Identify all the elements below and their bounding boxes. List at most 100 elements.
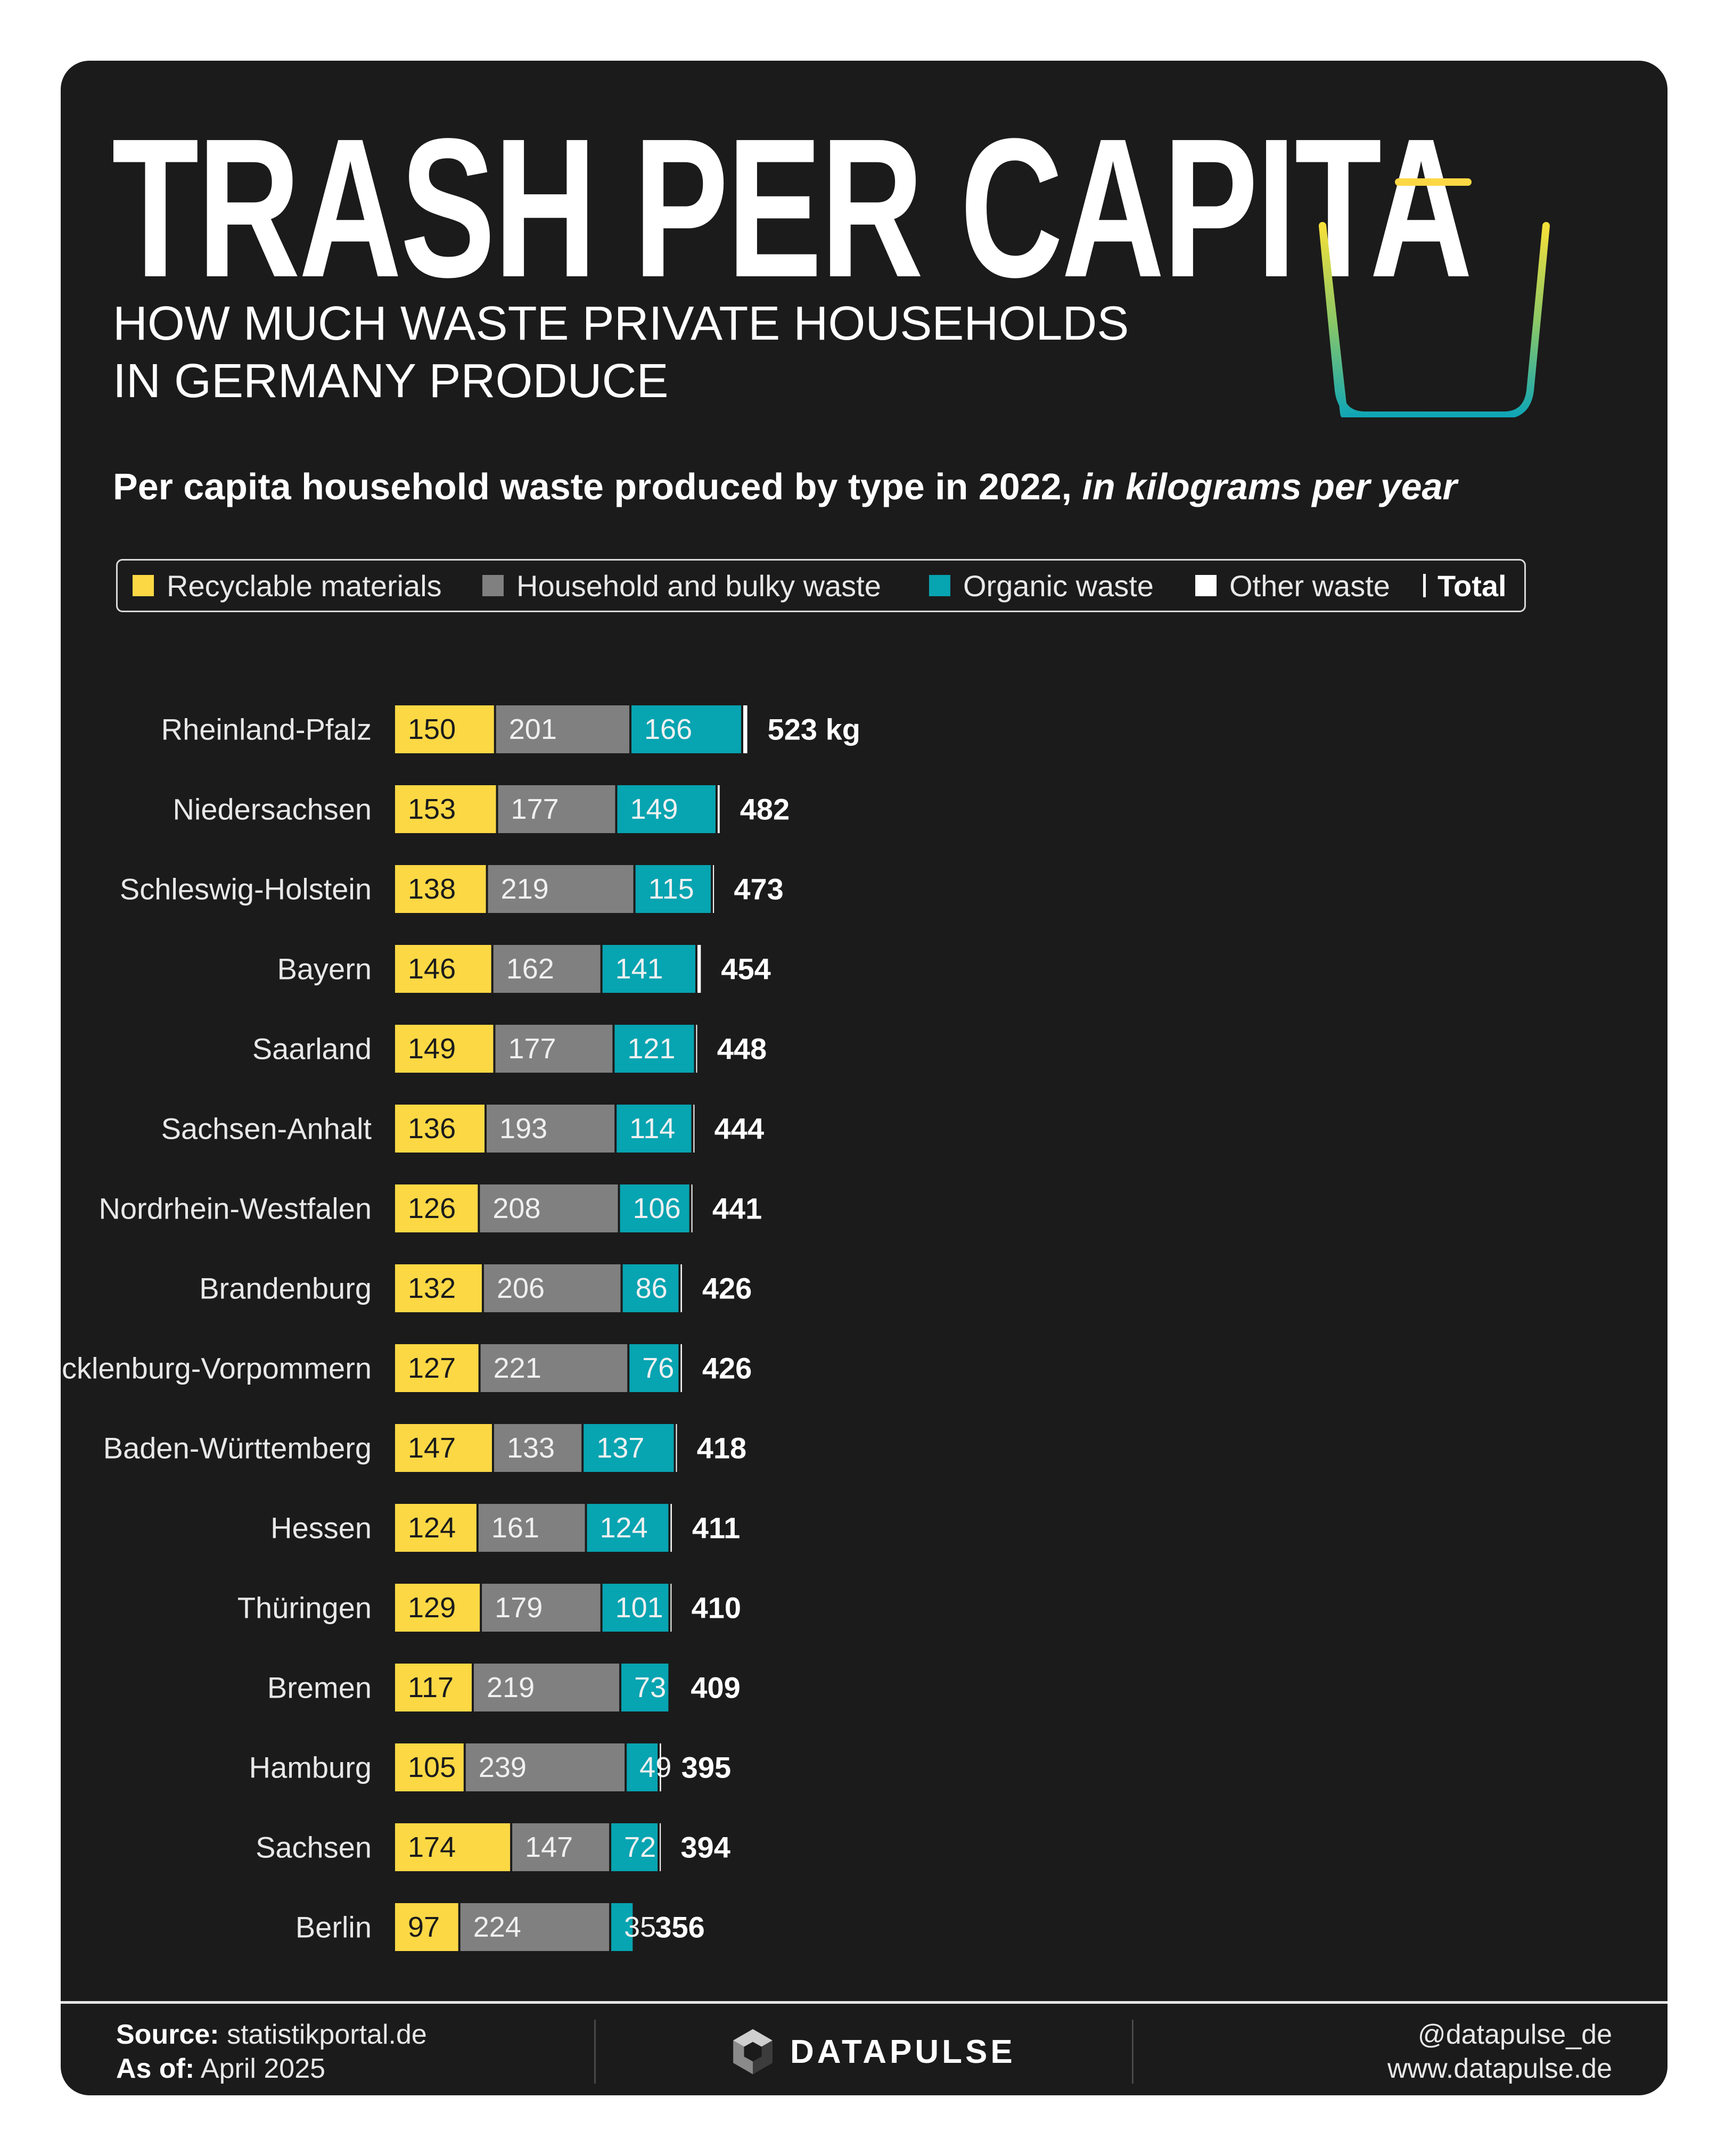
- chart-heading-unit: in kilograms per year: [1082, 466, 1457, 507]
- bar-value-label: 72: [624, 1831, 656, 1863]
- bar-segment-recyclable: [395, 1504, 477, 1552]
- total-label: 426: [702, 1352, 752, 1385]
- bar-segment-recyclable: [395, 705, 494, 753]
- total-label: 441: [712, 1192, 762, 1225]
- bar-value-label: 124: [600, 1512, 648, 1544]
- bar-segment-recyclable: [395, 1903, 458, 1951]
- bar-value-label: 149: [408, 1033, 456, 1065]
- footer-separator-left: [594, 2020, 596, 2084]
- bar-segment-other: [680, 1264, 682, 1312]
- bar-value-label: 138: [408, 873, 456, 905]
- category-label: Berlin: [295, 1911, 372, 1944]
- bar-value-label: 115: [648, 873, 694, 905]
- bar-value-label: 174: [408, 1831, 456, 1863]
- bar-segment-household: [460, 1903, 610, 1951]
- bar-value-label: 132: [408, 1272, 456, 1304]
- legend-label-recyclable: Recyclable materials: [167, 569, 442, 603]
- chart-heading-main: Per capita household waste produced by t…: [113, 466, 1082, 507]
- bar-value-label: 146: [408, 953, 456, 985]
- bar-value-label: 35: [624, 1911, 656, 1943]
- bar-segment-recyclable: [395, 1424, 492, 1472]
- bar-value-label: 101: [615, 1592, 663, 1624]
- legend-label-other: Other waste: [1229, 569, 1390, 603]
- bar-segment-household: [487, 1105, 615, 1153]
- total-label: 482: [740, 793, 790, 826]
- total-label: 444: [714, 1112, 764, 1146]
- bar-value-label: 114: [629, 1113, 675, 1145]
- total-label: 394: [680, 1831, 730, 1864]
- asof-value: April 2025: [200, 2053, 326, 2084]
- legend-swatch-other: [1195, 575, 1217, 596]
- category-label: Niedersachsen: [172, 793, 372, 826]
- total-label: 523 kg: [768, 713, 860, 746]
- bar-segment-recyclable: [395, 1664, 472, 1711]
- bar-segment-household: [480, 1184, 618, 1232]
- bar-segment-household: [495, 1025, 613, 1073]
- total-label: 395: [681, 1751, 731, 1784]
- bar-segment-organic: [584, 1424, 674, 1472]
- bar-value-label: 166: [644, 713, 692, 745]
- legend-item-organic: Organic waste: [929, 561, 1154, 611]
- bar-value-label: 105: [408, 1751, 456, 1783]
- footer-contact: @datapulse_de www.datapulse.de: [1387, 2018, 1612, 2086]
- legend-item-recyclable: Recyclable materials: [133, 561, 442, 611]
- legend-item-other: Other waste: [1195, 561, 1390, 611]
- bar-segment-household: [498, 785, 615, 833]
- legend-swatch-recyclable: [133, 575, 154, 596]
- bar-segment-other: [743, 705, 748, 753]
- category-label: Nordrhein-Westfalen: [98, 1192, 372, 1225]
- bar-segment-organic: [602, 945, 695, 993]
- category-label: Hessen: [270, 1511, 372, 1545]
- bar-segment-household: [482, 1584, 601, 1632]
- total-label: 426: [702, 1272, 752, 1305]
- bar-value-label: 49: [639, 1751, 671, 1783]
- bar-segment-other: [676, 1424, 677, 1472]
- bar-value-label: 162: [506, 953, 554, 985]
- category-label: Baden-Württemberg: [103, 1431, 372, 1465]
- bar-segment-household: [465, 1743, 625, 1791]
- bar-value-label: 221: [494, 1352, 541, 1384]
- social-handle[interactable]: @datapulse_de: [1417, 2019, 1612, 2050]
- brand-name: DATAPULSE: [790, 2033, 1016, 2070]
- bar-segment-organic: [621, 1664, 669, 1711]
- bar-value-label: 127: [408, 1352, 456, 1384]
- bar-segment-household: [493, 945, 601, 993]
- bar-segment-household: [512, 1823, 610, 1871]
- bar-segment-other: [693, 1105, 695, 1153]
- category-label: Sachsen-Anhalt: [161, 1112, 372, 1146]
- bar-value-label: 208: [492, 1192, 540, 1224]
- bar-segment-other: [660, 1743, 661, 1791]
- bar-segment-organic: [635, 865, 711, 913]
- bar-value-label: 86: [636, 1272, 668, 1304]
- subtitle-line-1: HOW MUCH WASTE PRIVATE HOUSEHOLDS: [113, 297, 1129, 350]
- page-subtitle: HOW MUCH WASTE PRIVATE HOUSEHOLDS IN GER…: [113, 295, 1178, 410]
- bar-segment-recyclable: [395, 1184, 478, 1232]
- footer-source: Source: statistikportal.de As of: April …: [116, 2018, 427, 2086]
- bar-segment-recyclable: [395, 1025, 494, 1073]
- total-label: 418: [697, 1431, 746, 1465]
- legend-marker-total: [1423, 574, 1426, 597]
- bar-segment-other: [691, 1184, 693, 1232]
- legend-item-total: Total: [1423, 561, 1507, 611]
- chart-heading: Per capita household waste produced by t…: [113, 465, 1457, 508]
- bar-value-label: 206: [497, 1272, 545, 1304]
- bar-segment-organic: [602, 1584, 669, 1632]
- bar-segment-recyclable: [395, 785, 496, 833]
- bar-value-label: 239: [479, 1751, 527, 1783]
- bar-segment-organic: [627, 1743, 658, 1791]
- bar-value-label: 97: [408, 1911, 440, 1943]
- footer-divider: [61, 2001, 1668, 2004]
- category-label: Schleswig-Holstein: [120, 873, 372, 906]
- page-title: TRASH PER CAPITA: [112, 97, 1473, 318]
- bar-value-label: 149: [630, 793, 678, 825]
- bar-segment-household: [478, 1504, 585, 1552]
- footer-separator-right: [1132, 2020, 1133, 2084]
- datapulse-logo-icon: [733, 2029, 773, 2075]
- bar-segment-organic: [617, 785, 716, 833]
- trash-can-icon: [1305, 178, 1564, 417]
- category-label: Sachsen: [256, 1831, 372, 1864]
- bar-value-label: 124: [408, 1512, 456, 1544]
- website-link[interactable]: www.datapulse.de: [1387, 2053, 1612, 2084]
- bar-segment-recyclable: [395, 1584, 480, 1632]
- bar-value-label: 129: [408, 1592, 456, 1624]
